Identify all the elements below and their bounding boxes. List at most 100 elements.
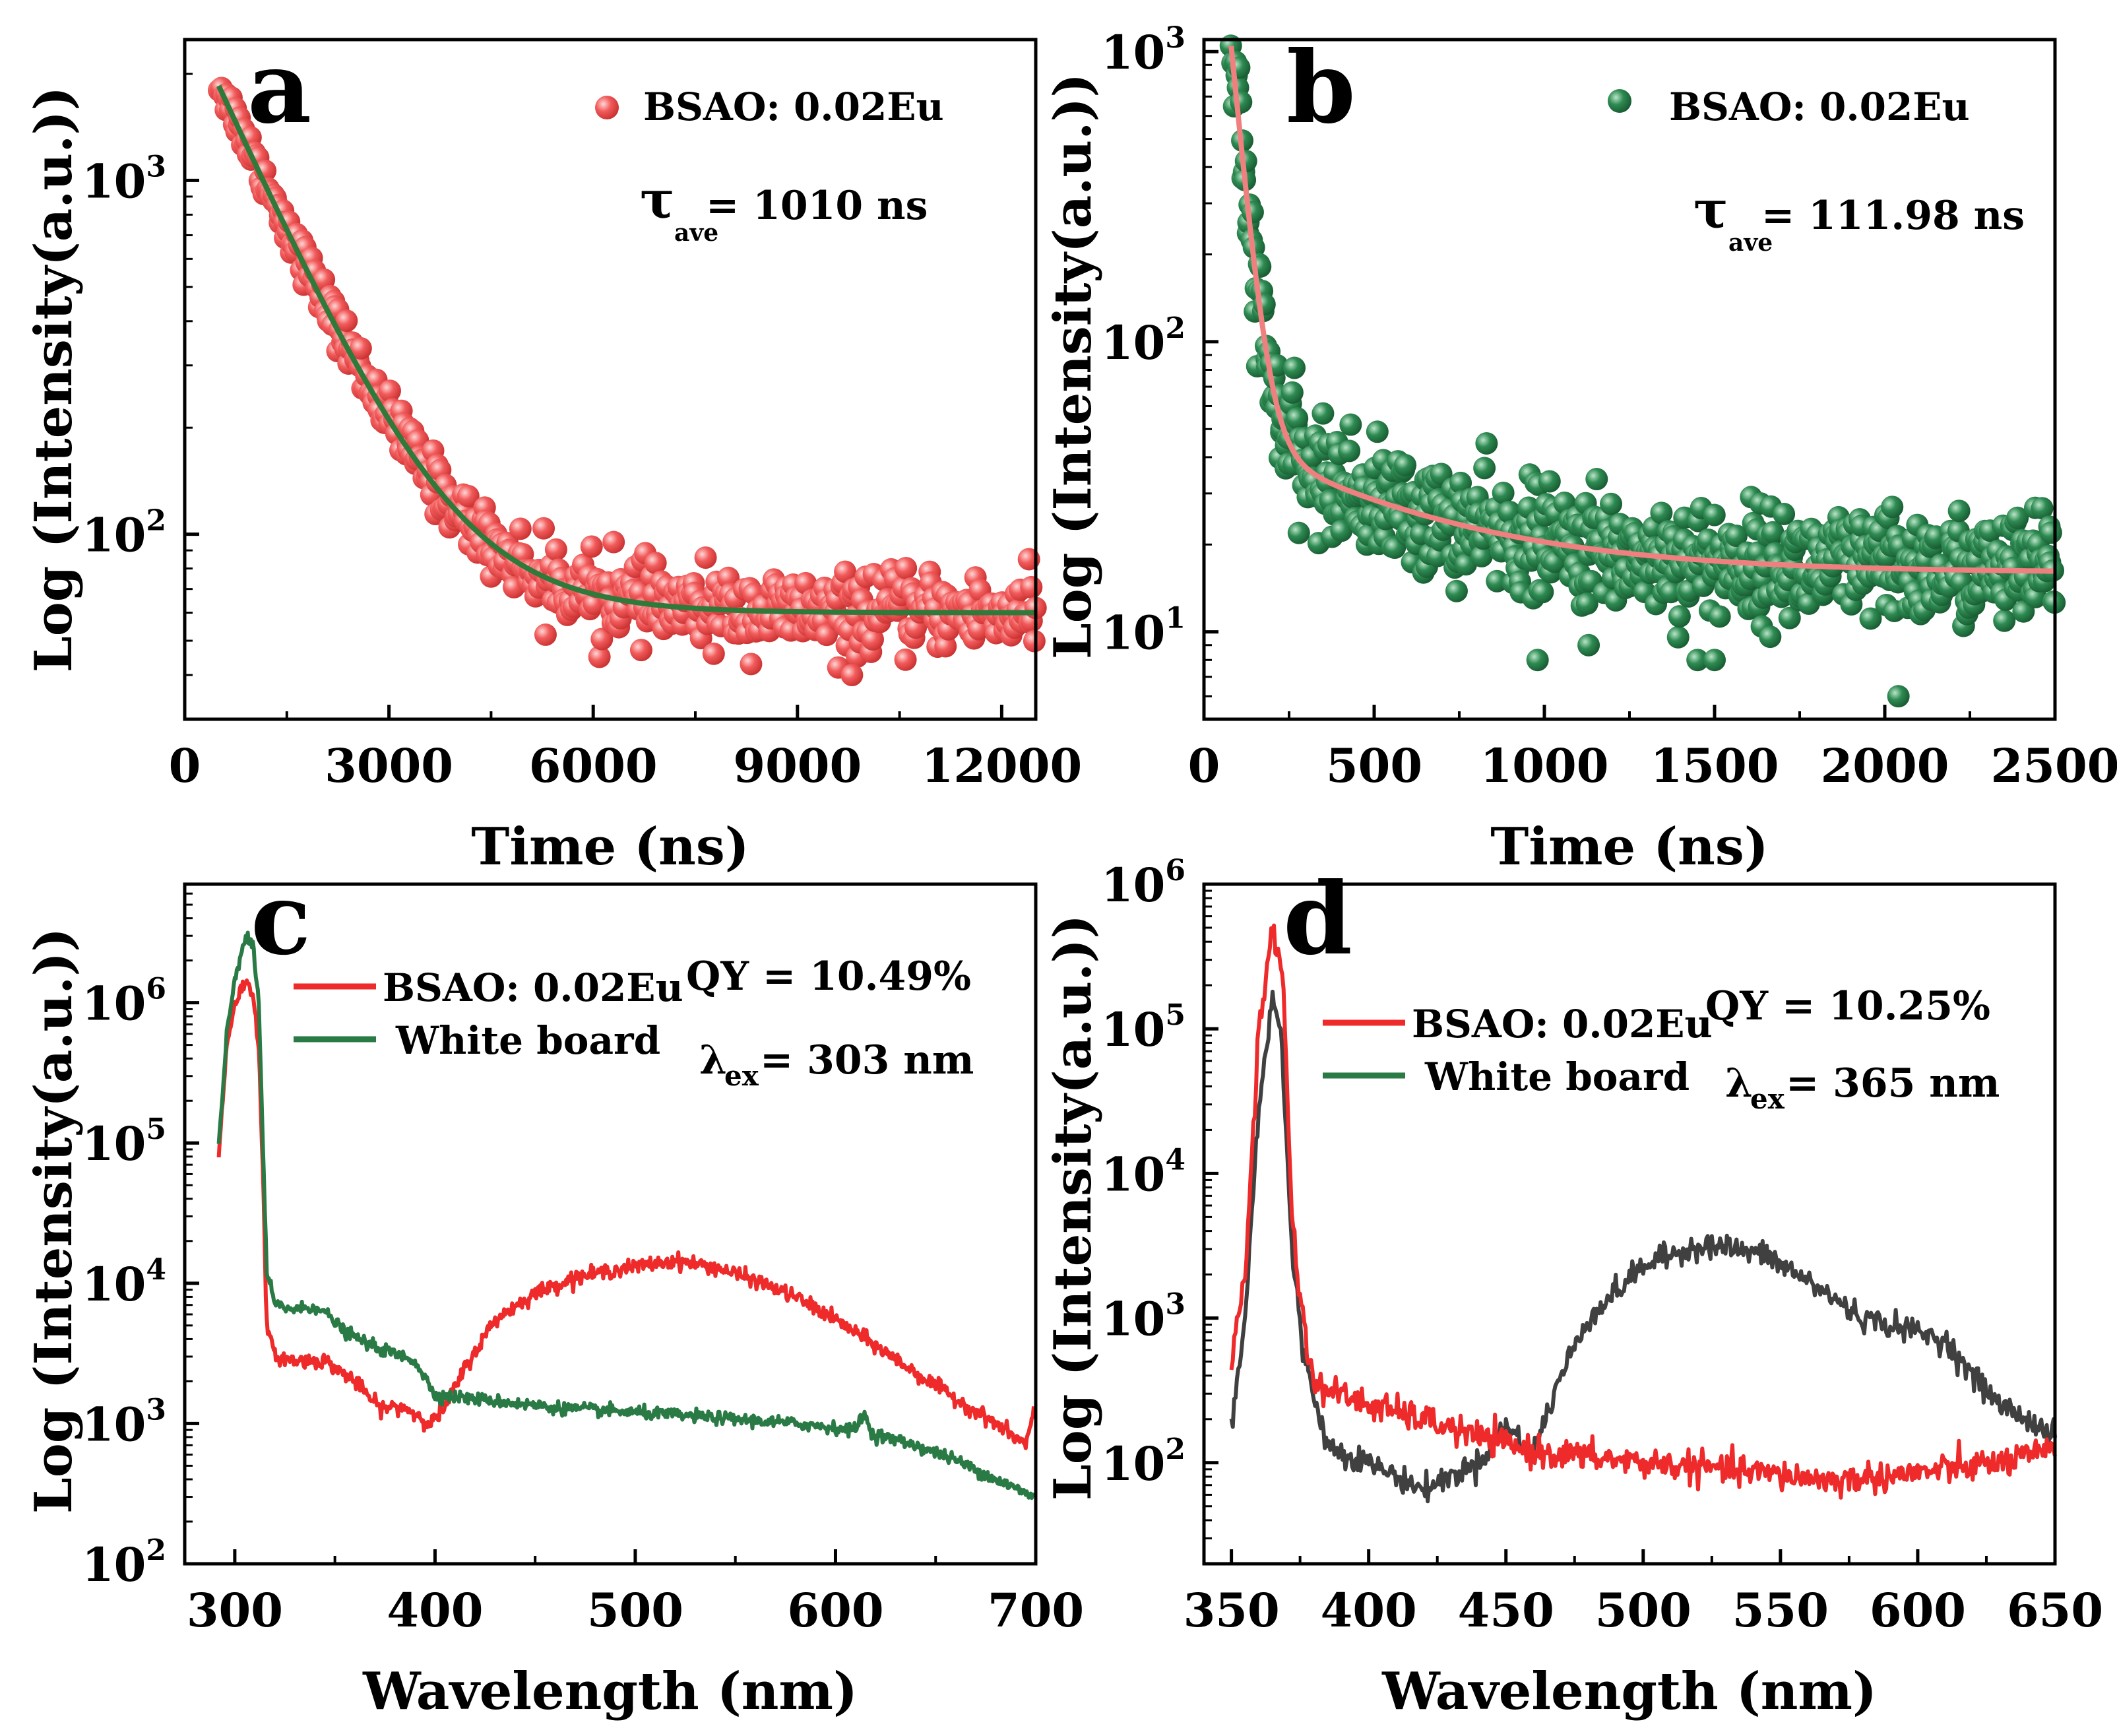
panel-d-legend: BSAO: 0.02Eu White board (1323, 1002, 1713, 1099)
data-point (590, 627, 614, 651)
x-tick-label: 500 (1595, 1583, 1691, 1638)
data-point-outlier (534, 623, 557, 646)
data-point (1311, 402, 1335, 425)
x-axis-title: Wavelength (nm) (362, 1661, 858, 1721)
panel-b: 0 500 1000 1500 2000 2500 101 102 103 b BSAO: 0… (1043, 21, 2117, 877)
data-point (1668, 605, 1691, 628)
data-point (1449, 471, 1472, 494)
annot-value: = 303 nm (760, 1037, 974, 1083)
y-tick-label: 102 (1101, 1432, 1185, 1491)
annot-value: = 365 nm (1786, 1060, 2000, 1107)
data-point (588, 645, 611, 668)
data-point-outlier (1887, 685, 1910, 708)
annot-symbol: λ (1725, 1060, 1753, 1107)
data-point (1366, 420, 1389, 443)
x-tick-label: 550 (1732, 1583, 1829, 1638)
data-point (1020, 575, 1043, 598)
panel-d-letter: d (1283, 861, 1352, 977)
data-point (1286, 407, 1309, 430)
y-tick-label: 106 (82, 973, 166, 1031)
data-point (1575, 592, 1598, 615)
data-point (457, 484, 480, 507)
annot-subscript: ave (1728, 229, 1773, 257)
y-tick-label: 103 (82, 150, 166, 209)
data-point (740, 653, 763, 676)
data-point (1538, 470, 1561, 493)
data-point (1703, 503, 1726, 527)
x-axis-title: Time (ns) (471, 817, 749, 877)
data-point-outlier (1577, 633, 1600, 657)
data-point (861, 628, 884, 651)
data-point (834, 560, 857, 583)
panel-a-plot-area: 0 3000 6000 9000 12000 102 103 a BSAO: 0.02Eu… (82, 30, 1082, 793)
data-point (1287, 521, 1310, 544)
data-point (1492, 481, 1515, 504)
data-point (895, 556, 918, 579)
x-tick-label: 0 (1188, 738, 1220, 793)
y-tick-label: 103 (1101, 1288, 1185, 1347)
data-point (1759, 626, 1782, 649)
panel-a-annotation: τ ave = 1010 ns (640, 170, 928, 247)
y-tick-label: 106 (1101, 854, 1185, 913)
data-point (1230, 90, 1253, 113)
data-point-outlier (1703, 649, 1726, 672)
data-point (1708, 605, 1731, 628)
legend-label: BSAO: 0.02Eu (643, 84, 944, 129)
panel-c: 300 400 500 600 700 102 103 104 105 106 c BSAO: … (24, 861, 1084, 1721)
y-axis-title: Log (Intensity(a.u.)) (1043, 73, 1103, 659)
y-tick-label: 102 (82, 1533, 166, 1592)
data-point (1600, 492, 1623, 515)
fit-line (216, 84, 1036, 616)
x-tick-label: 1000 (1480, 738, 1609, 793)
data-point (544, 538, 567, 561)
data-point (532, 517, 555, 540)
panel-c-plot-area: 300 400 500 600 700 102 103 104 105 106 c BSAO: … (82, 861, 1084, 1638)
data-point (894, 648, 917, 671)
data-point (509, 517, 532, 540)
data-point (1881, 496, 1904, 519)
x-tick-label: 400 (387, 1583, 483, 1638)
y-axis-title: Log (Intensity(a.u.)) (24, 86, 84, 672)
data-point (2031, 497, 2054, 520)
annot-subscript: ex (724, 1060, 759, 1092)
data-point (1475, 432, 1498, 455)
annot-symbol: τ (1693, 180, 1728, 240)
data-point-outlier (602, 530, 625, 554)
panel-b-annotation: τ ave = 111.98 ns (1693, 180, 2025, 257)
x-tick-label: 500 (1326, 738, 1422, 793)
x-tick-label: 600 (1870, 1583, 1966, 1638)
data-point (1993, 609, 2016, 632)
data-point (349, 337, 372, 360)
data-point (1339, 413, 1362, 436)
data-point-outlier (1686, 649, 1709, 672)
x-tick-label: 300 (187, 1583, 283, 1638)
data-point (1650, 501, 1673, 525)
annot-symbol: λ (699, 1037, 727, 1083)
data-point (644, 552, 667, 575)
series-line (1229, 923, 2057, 1500)
data-point (934, 635, 957, 658)
data-point (2006, 506, 2029, 529)
panel-c-letter: c (251, 861, 311, 977)
x-tick-label: 450 (1458, 1583, 1554, 1638)
qy-text: QY = 10.49% (686, 953, 971, 1000)
data-point-outlier (1526, 649, 1549, 672)
data-point (1280, 381, 1304, 404)
panel-a-legend: BSAO: 0.02Eu (595, 84, 944, 129)
data-point (1761, 521, 1785, 544)
data-point (1666, 626, 1690, 649)
data-point (1531, 581, 1554, 604)
panel-b-letter: b (1286, 30, 1356, 146)
y-tick-label: 103 (1101, 21, 1185, 80)
panel-c-annotations: QY = 10.49% λ ex = 303 nm (686, 953, 974, 1092)
panel-d-annotations: QY = 10.25% λ ex = 365 nm (1705, 983, 2000, 1115)
data-point (629, 639, 652, 662)
panel-a-letter: a (247, 30, 311, 146)
x-tick-label: 2500 (1991, 738, 2117, 793)
legend-label: BSAO: 0.02Eu (1412, 1002, 1713, 1046)
panel-b-legend: BSAO: 0.02Eu (1608, 84, 1970, 129)
panel-c-legend: BSAO: 0.02Eu White board (294, 965, 683, 1063)
